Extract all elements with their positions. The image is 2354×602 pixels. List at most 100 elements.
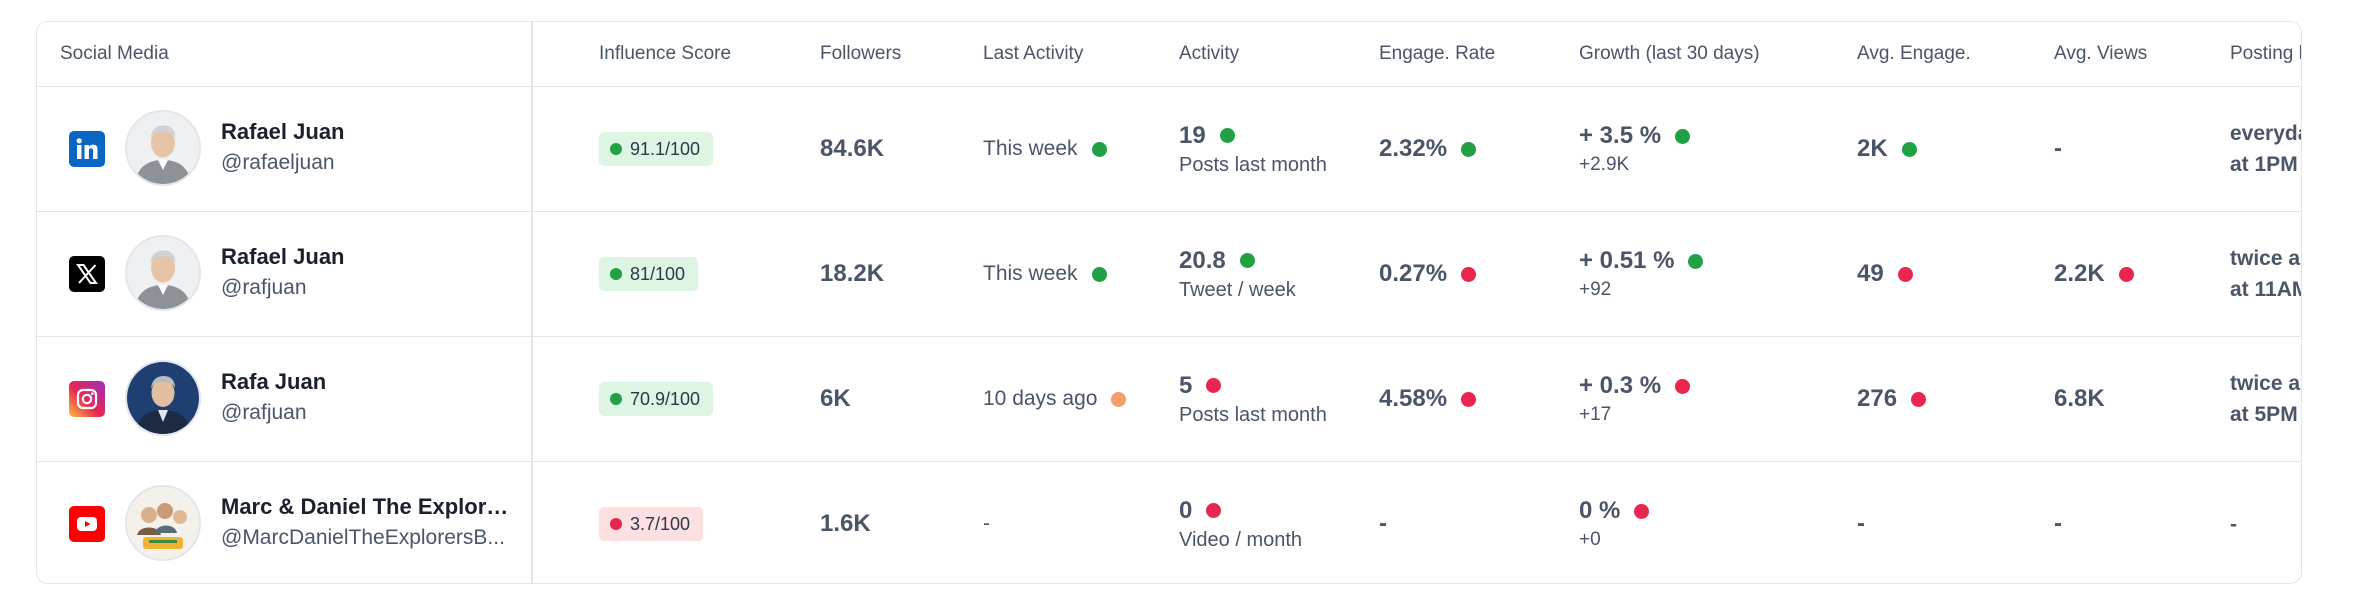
- influence-score-badge: 91.1/100: [599, 132, 714, 166]
- instagram-icon: [69, 381, 105, 417]
- avatar: [125, 235, 201, 311]
- profile-handle: @rafjuan: [221, 276, 307, 299]
- last-activity-value: -: [983, 512, 990, 535]
- avatar: [125, 485, 201, 561]
- growth-percent: + 3.5 %: [1579, 122, 1662, 149]
- influence-score-value: 91.1/100: [630, 138, 701, 159]
- table-row[interactable]: Rafa Juan @rafjuan: [37, 337, 531, 462]
- status-dot: [1111, 391, 1127, 407]
- status-dot: [1901, 141, 1917, 157]
- table-row[interactable]: Rafael Juan @rafaeljuan: [37, 87, 531, 212]
- engage-rate-value: 2.32%: [1379, 135, 1448, 162]
- influence-score-value: 70.9/100: [630, 388, 701, 409]
- frozen-social-media-column: Social Media Rafa: [37, 22, 533, 583]
- status-dot: [1206, 503, 1222, 518]
- followers-value: 1.6K: [820, 510, 871, 537]
- engage-rate-value: 4.58%: [1379, 385, 1448, 412]
- status-dot: [610, 268, 622, 280]
- header-activity[interactable]: Activity: [1179, 43, 1240, 64]
- avatar: [125, 110, 201, 186]
- activity-unit: Posts last month: [1179, 403, 1327, 426]
- avg-views-value: 2.2K: [2054, 260, 2105, 287]
- influence-score-badge: 70.9/100: [599, 382, 714, 416]
- activity-unit: Tweet / week: [1179, 278, 1296, 301]
- activity-value: 5: [1179, 371, 1193, 399]
- table-row[interactable]: 3.7/100 1.6K - 0 Video / month - 0 % +0 …: [533, 462, 2301, 583]
- growth-absolute: +2.9K: [1579, 154, 1630, 175]
- profile-handle: @rafaeljuan: [221, 151, 335, 174]
- profile-name[interactable]: Rafael Juan: [221, 244, 345, 269]
- status-dot: [1219, 128, 1235, 143]
- avg-engage-value: -: [1857, 510, 1865, 537]
- header-posting-habits[interactable]: Posting hab: [2230, 43, 2301, 64]
- profile-name[interactable]: Rafa Juan: [221, 369, 327, 394]
- status-dot: [1675, 378, 1691, 394]
- growth-percent: 0 %: [1579, 497, 1621, 524]
- posting-habit-frequency: everyday: [2230, 122, 2301, 145]
- status-dot: [610, 143, 622, 155]
- status-dot: [2118, 266, 2134, 282]
- activity-unit: Posts last month: [1179, 153, 1327, 176]
- profile-handle: @MarcDanielTheExplorersB...: [221, 526, 505, 549]
- activity-value: 20.8: [1179, 246, 1226, 274]
- posting-habit-time: at 5PM: [2230, 403, 2298, 426]
- status-dot: [1091, 266, 1107, 282]
- avg-engage-value: 49: [1857, 260, 1884, 287]
- growth-absolute: +0: [1579, 529, 1601, 550]
- status-dot: [1091, 141, 1107, 157]
- activity-unit: Video / month: [1179, 528, 1303, 551]
- x-icon: [69, 256, 105, 292]
- header-avg-engage[interactable]: Avg. Engage.: [1857, 43, 1971, 64]
- status-dot: [1239, 253, 1255, 268]
- activity-value: 0: [1179, 496, 1193, 524]
- table-row[interactable]: 91.1/100 84.6K This week 19 Posts last m…: [533, 87, 2301, 212]
- table-row[interactable]: 70.9/100 6K 10 days ago 5 Posts last mon…: [533, 337, 2301, 462]
- status-dot: [1206, 378, 1222, 393]
- table-header-row: Influence Score Followers Last Activity …: [533, 22, 2301, 87]
- status-dot: [610, 393, 622, 405]
- status-dot: [1675, 128, 1691, 144]
- header-influence-score[interactable]: Influence Score: [599, 43, 732, 64]
- engage-rate-value: -: [1379, 510, 1387, 537]
- status-dot: [1461, 141, 1477, 157]
- growth-percent: + 0.51 %: [1579, 247, 1675, 274]
- avg-engage-value: 276: [1857, 385, 1898, 412]
- status-dot: [1897, 266, 1913, 282]
- table-row[interactable]: 81/100 18.2K This week 20.8 Tweet / week…: [533, 212, 2301, 337]
- avatar: [125, 360, 201, 436]
- header-engage-rate[interactable]: Engage. Rate: [1379, 43, 1496, 64]
- youtube-icon: [69, 506, 105, 542]
- avg-engage-value: 2K: [1857, 135, 1888, 162]
- influence-score-badge: 3.7/100: [599, 507, 704, 541]
- activity-value: 19: [1179, 121, 1206, 149]
- engage-rate-value: 0.27%: [1379, 260, 1448, 287]
- last-activity-value: 10 days ago: [983, 387, 1098, 410]
- influence-score-badge: 81/100: [599, 257, 699, 291]
- followers-value: 18.2K: [820, 260, 885, 287]
- last-activity-value: This week: [983, 137, 1078, 160]
- followers-value: 84.6K: [820, 135, 885, 162]
- header-growth[interactable]: Growth (last 30 days): [1579, 43, 1760, 64]
- status-dot: [1461, 266, 1477, 282]
- header-last-activity[interactable]: Last Activity: [983, 43, 1084, 64]
- table-row[interactable]: Rafael Juan @rafjuan: [37, 212, 531, 337]
- profile-handle: @rafjuan: [221, 401, 307, 424]
- growth-absolute: +92: [1579, 279, 1612, 300]
- posting-habit-time: at 11AM: [2230, 278, 2301, 301]
- profile-name[interactable]: Marc & Daniel The Explorer...: [221, 494, 511, 519]
- profile-name[interactable]: Rafael Juan: [221, 119, 345, 144]
- status-dot: [1911, 391, 1927, 407]
- avg-views-value: -: [2054, 135, 2062, 162]
- growth-absolute: +17: [1579, 404, 1612, 425]
- status-dot: [610, 518, 622, 530]
- last-activity-value: This week: [983, 262, 1078, 285]
- posting-habit-frequency: twice a da: [2230, 247, 2301, 270]
- followers-value: 6K: [820, 385, 851, 412]
- table-row[interactable]: Marc & Daniel The Explorer... @MarcDanie…: [37, 462, 531, 583]
- header-social-media[interactable]: Social Media: [60, 43, 169, 64]
- scrollable-columns[interactable]: Influence Score Followers Last Activity …: [533, 22, 2301, 583]
- influence-score-value: 81/100: [630, 263, 686, 284]
- influence-score-value: 3.7/100: [630, 513, 691, 534]
- header-followers[interactable]: Followers: [820, 43, 902, 64]
- header-avg-views[interactable]: Avg. Views: [2054, 43, 2148, 64]
